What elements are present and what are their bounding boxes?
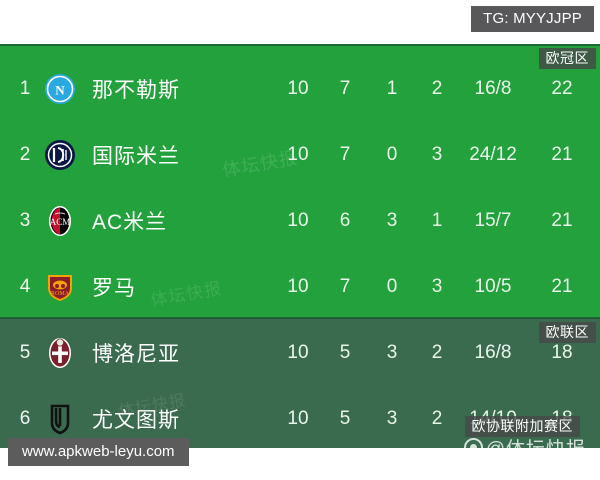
bologna-crest-icon — [42, 335, 78, 371]
table-row[interactable]: 2 国际米兰 10 7 0 3 24/12 21 — [0, 122, 600, 188]
table-row[interactable]: 3 ACM AC米兰 10 6 3 1 15/7 21 — [0, 188, 600, 254]
rank-number: 1 — [19, 78, 31, 99]
team-name: 博洛尼亚 — [92, 343, 180, 366]
goals-for-against: 24/12 — [469, 144, 517, 165]
league-standings-table: 体坛快报 体坛快报 体坛快报 1 N 那不勒斯 10 7 1 2 16/8 22 — [0, 44, 600, 448]
team-name: AC米兰 — [92, 211, 168, 234]
table-top-edge — [0, 44, 600, 46]
matches-lost: 2 — [431, 78, 443, 99]
rank-number: 3 — [19, 210, 31, 231]
matches-drawn: 1 — [386, 78, 398, 99]
conference-league-playoff-zone-badge: 欧协联附加赛区 — [464, 416, 580, 437]
rank-number: 2 — [19, 144, 31, 165]
roma-crest-icon: ROMA — [42, 269, 78, 305]
svg-text:ROMA: ROMA — [51, 291, 70, 297]
matches-won: 7 — [339, 78, 351, 99]
top-white-band: TG: MYYJJPP — [0, 0, 600, 45]
zone-divider-line — [0, 317, 600, 319]
goals-for-against: 10/5 — [474, 276, 512, 297]
rank-number: 6 — [19, 408, 31, 429]
matches-lost: 3 — [431, 144, 443, 165]
matches-drawn: 0 — [386, 276, 398, 297]
points: 21 — [551, 144, 573, 165]
matches-drawn: 3 — [386, 342, 398, 363]
matches-played: 10 — [287, 276, 309, 297]
matches-drawn: 3 — [386, 210, 398, 231]
matches-drawn: 3 — [386, 408, 398, 429]
matches-won: 5 — [339, 408, 351, 429]
team-name: 罗马 — [92, 277, 136, 300]
points: 21 — [551, 276, 573, 297]
matches-won: 6 — [339, 210, 351, 231]
napoli-crest-icon: N — [42, 71, 78, 107]
matches-lost: 3 — [431, 276, 443, 297]
telegram-handle-badge: TG: MYYJJPP — [471, 6, 594, 32]
matches-won: 7 — [339, 276, 351, 297]
goals-for-against: 16/8 — [474, 342, 512, 363]
table-row[interactable]: 4 ROMA 罗马 10 7 0 3 10/5 21 — [0, 254, 600, 320]
juventus-crest-icon — [42, 401, 78, 437]
matches-won: 5 — [339, 342, 351, 363]
ac-milan-crest-icon: ACM — [42, 203, 78, 239]
svg-text:N: N — [55, 83, 65, 98]
table-row[interactable]: 1 N 那不勒斯 10 7 1 2 16/8 22 — [0, 56, 600, 122]
inter-milan-crest-icon — [42, 137, 78, 173]
europa-league-zone-badge: 欧联区 — [538, 322, 596, 343]
matches-played: 10 — [287, 408, 309, 429]
team-name: 尤文图斯 — [92, 409, 180, 432]
matches-lost: 1 — [431, 210, 443, 231]
champions-league-zone-badge: 欧冠区 — [538, 48, 596, 69]
team-name: 国际米兰 — [92, 145, 180, 168]
site-url-badge: www.apkweb-leyu.com — [8, 438, 189, 466]
matches-played: 10 — [287, 144, 309, 165]
goals-for-against: 16/8 — [474, 78, 512, 99]
table-row[interactable]: 5 博洛尼亚 10 5 3 2 16/8 18 — [0, 320, 600, 386]
matches-won: 7 — [339, 144, 351, 165]
points: 22 — [551, 78, 573, 99]
points: 18 — [551, 342, 573, 363]
team-name: 那不勒斯 — [92, 79, 180, 102]
matches-drawn: 0 — [386, 144, 398, 165]
matches-lost: 2 — [431, 342, 443, 363]
rank-number: 5 — [19, 342, 31, 363]
matches-lost: 2 — [431, 408, 443, 429]
svg-text:ACM: ACM — [50, 217, 71, 227]
rank-number: 4 — [19, 276, 31, 297]
matches-played: 10 — [287, 210, 309, 231]
points: 21 — [551, 210, 573, 231]
matches-played: 10 — [287, 78, 309, 99]
goals-for-against: 15/7 — [474, 210, 512, 231]
matches-played: 10 — [287, 342, 309, 363]
